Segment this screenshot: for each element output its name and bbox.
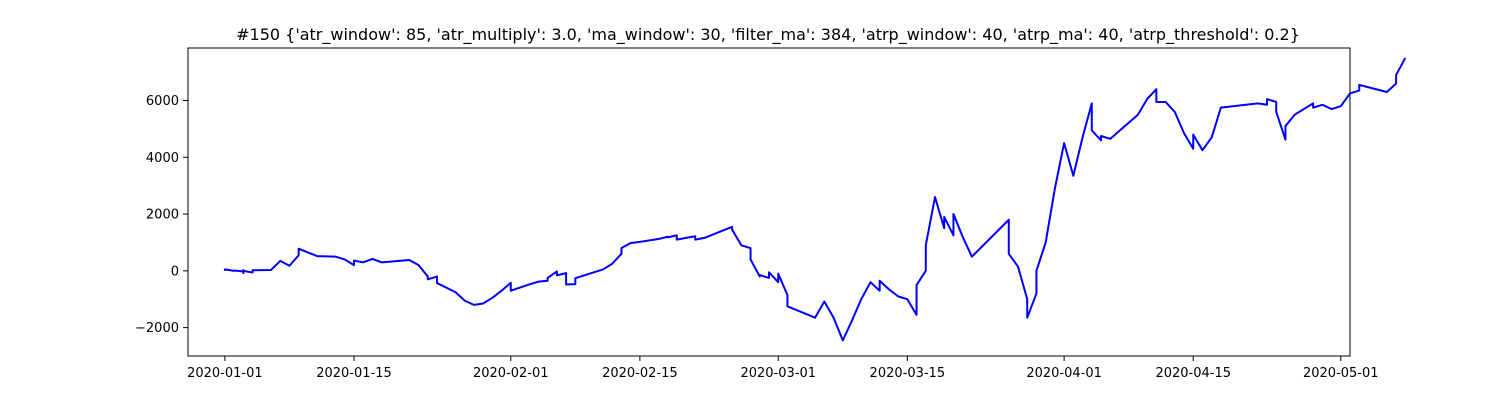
x-tick-label-7: 2020-04-15 [1155,366,1231,381]
x-tick-label-5: 2020-03-15 [870,366,946,381]
x-tick-label-0: 2020-01-01 [187,366,263,381]
x-tick-label-3: 2020-02-15 [602,366,678,381]
x-axis: 2020-01-01 2020-01-15 2020-02-01 2020-02-15… [187,356,1379,381]
plot-area [187,47,1407,357]
y-tick-label-1: 0 [171,264,179,279]
x-tick-label-8: 2020-05-01 [1303,366,1379,381]
series-line [223,57,1407,342]
x-tick-label-4: 2020-03-01 [740,366,816,381]
y-tick-label-0: −2000 [135,321,179,336]
y-tick-label-2: 2000 [146,208,179,223]
x-tick-label-2: 2020-02-01 [473,366,549,381]
chart-title: #150 {'atr_window': 85, 'atr_multiply': … [236,25,1300,45]
y-tick-label-4: 6000 [146,94,179,109]
x-tick-label-6: 2020-04-01 [1026,366,1102,381]
y-tick-label-3: 4000 [146,151,179,166]
y-axis: −2000 0 2000 4000 6000 [135,94,188,336]
plot-frame [187,47,1351,357]
x-tick-label-1: 2020-01-15 [316,366,392,381]
